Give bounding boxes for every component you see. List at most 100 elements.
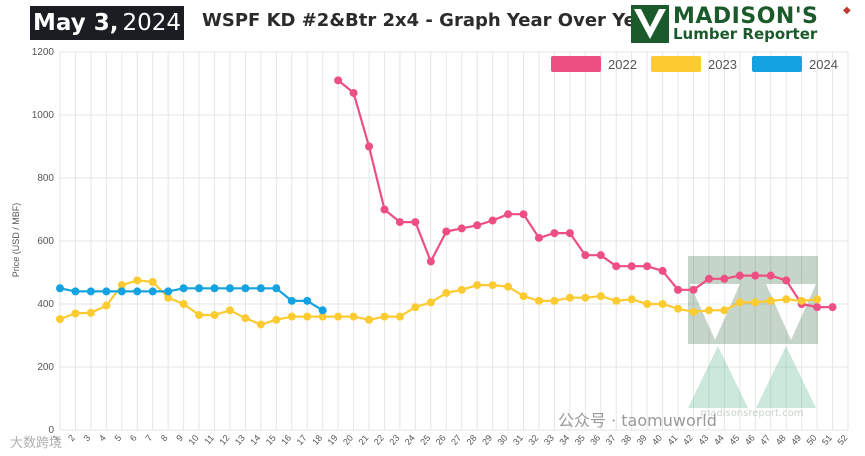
date-year: 2024 (122, 10, 181, 36)
data-point-2022 (380, 205, 389, 214)
series-2024 (56, 284, 327, 315)
x-tick-label: 30 (496, 433, 510, 447)
data-point-2023 (643, 300, 652, 308)
data-point-2023 (195, 311, 204, 320)
data-point-2023 (534, 296, 543, 305)
data-point-2022 (457, 224, 466, 233)
legend-swatch-2024 (752, 56, 802, 72)
data-point-2023 (504, 282, 513, 291)
x-tick-label: 52 (835, 433, 849, 447)
data-point-2023 (704, 306, 713, 315)
x-tick-label: 45 (727, 433, 741, 447)
data-point-2024 (241, 284, 250, 293)
data-point-2023 (334, 312, 343, 321)
grid-layer (59, 51, 849, 431)
data-point-2024 (86, 287, 95, 296)
data-point-2022 (581, 251, 590, 260)
data-point-2023 (426, 298, 435, 307)
y-tick-label: 400 (37, 299, 54, 310)
data-point-2023 (241, 314, 250, 323)
data-point-2022 (349, 88, 358, 97)
x-tick-label: 35 (573, 433, 587, 447)
x-tick-label: 13 (233, 433, 247, 447)
legend-swatch-2023 (651, 56, 701, 72)
x-tick-label: 33 (542, 433, 556, 447)
data-point-2023 (457, 285, 466, 294)
data-point-2023 (627, 295, 636, 304)
data-point-2024 (318, 306, 327, 315)
data-point-2022 (565, 229, 574, 238)
x-tick-label: 32 (526, 433, 540, 447)
data-point-2023 (488, 281, 497, 290)
watermark-chevron-left (690, 284, 740, 340)
x-tick-label: 27 (449, 433, 463, 447)
data-point-2022 (426, 257, 435, 266)
x-tick-label: 48 (774, 433, 788, 447)
series-layer (56, 76, 837, 329)
data-point-2023 (256, 320, 265, 329)
data-point-2022 (720, 274, 729, 283)
data-point-2024 (148, 287, 157, 296)
data-point-2023 (813, 295, 822, 304)
date-badge: May 3, 2024 (30, 6, 184, 40)
data-point-2023 (287, 312, 296, 321)
data-point-2024 (287, 296, 296, 305)
data-point-2023 (565, 293, 574, 302)
data-point-2023 (210, 311, 219, 320)
data-point-2024 (71, 287, 80, 296)
x-tick-label: 40 (650, 433, 664, 447)
data-point-2023 (689, 307, 698, 316)
data-point-2022 (766, 271, 775, 280)
x-tick-label: 11 (202, 433, 216, 447)
x-tick-label: 7 (143, 433, 154, 443)
data-point-2022 (751, 271, 760, 280)
data-point-2022 (735, 271, 744, 280)
x-tick-label: 31 (511, 433, 525, 447)
y-tick-label: 0 (48, 425, 54, 436)
data-point-2023 (380, 312, 389, 321)
data-point-2023 (751, 298, 760, 307)
x-tick-label: 2 (66, 433, 77, 443)
data-point-2022 (519, 210, 528, 219)
data-point-2022 (813, 303, 822, 312)
x-tick-label: 18 (310, 433, 324, 447)
x-tick-label: 3 (82, 433, 93, 443)
data-point-2022 (612, 262, 621, 271)
y-axis-label: Price (USD / MBF) (11, 203, 21, 278)
x-tick-label: 46 (743, 433, 757, 447)
y-tick-label: 200 (37, 362, 54, 373)
y-tick-label: 600 (37, 236, 54, 247)
x-tick-label: 19 (326, 433, 340, 447)
data-point-2023 (674, 304, 683, 313)
data-point-2023 (86, 308, 95, 317)
data-point-2022 (442, 227, 451, 236)
data-point-2022 (334, 76, 343, 85)
data-point-2022 (473, 221, 482, 230)
data-point-2023 (612, 296, 621, 305)
x-tick-label: 43 (696, 433, 710, 447)
data-point-2023 (303, 312, 312, 321)
x-tick-label: 16 (279, 433, 293, 447)
x-tick-label: 25 (418, 433, 432, 447)
data-point-2023 (519, 292, 528, 301)
data-point-2023 (225, 306, 234, 315)
x-tick-label: 12 (217, 433, 231, 447)
x-tick-label: 20 (341, 433, 355, 447)
y-tick-label: 800 (37, 173, 54, 184)
x-tick-label: 44 (712, 433, 726, 447)
data-point-2023 (71, 309, 80, 318)
data-point-2023 (411, 303, 420, 312)
x-tick-label: 36 (588, 433, 602, 447)
data-point-2023 (148, 277, 157, 286)
data-point-2024 (195, 284, 204, 293)
data-point-2023 (164, 293, 173, 302)
x-tick-label: 24 (403, 433, 417, 447)
logo-subtitle: Lumber Reporter (673, 25, 818, 43)
x-tick-label: 6 (128, 433, 139, 443)
data-point-2022 (504, 210, 513, 219)
data-point-2023 (797, 296, 806, 305)
data-point-2022 (596, 251, 605, 260)
data-point-2022 (365, 142, 374, 151)
watermark-url: madisonsreport.com (701, 408, 804, 419)
